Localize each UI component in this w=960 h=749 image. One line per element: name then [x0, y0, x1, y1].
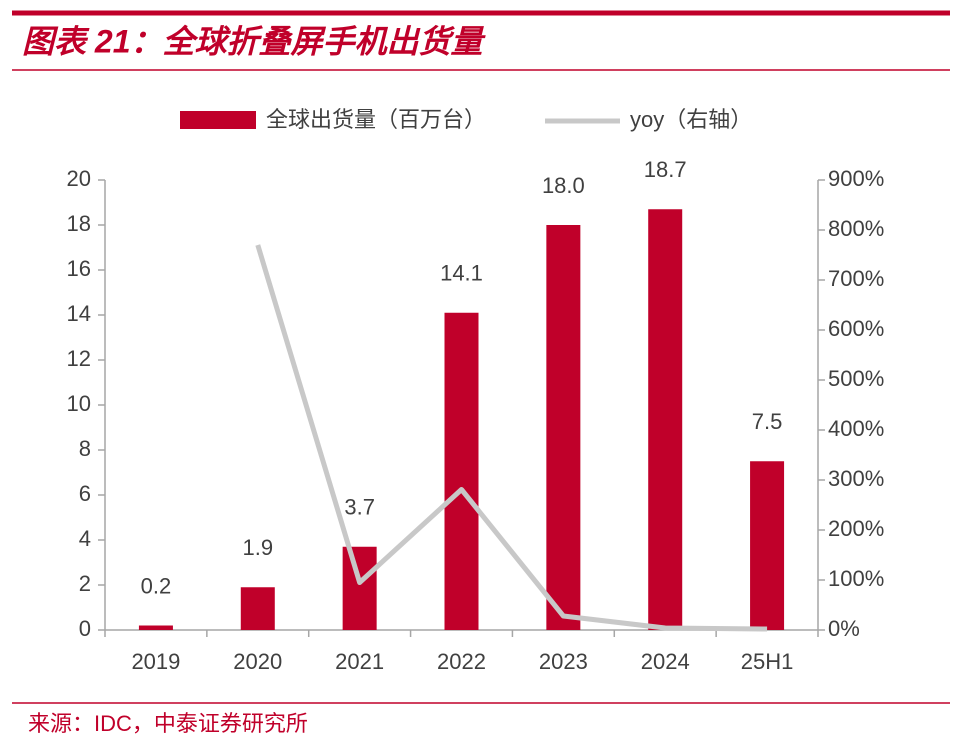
legend-label: 全球出货量（百万台）: [266, 107, 486, 132]
bar: [342, 546, 377, 630]
data-label: 18.7: [644, 157, 687, 182]
x-tick-label: 2022: [437, 649, 486, 674]
y2-tick-label: 700%: [828, 266, 884, 291]
bar: [240, 587, 275, 630]
y2-tick-label: 500%: [828, 366, 884, 391]
data-label: 18.0: [542, 173, 585, 198]
data-label: 3.7: [344, 495, 375, 520]
source: 来源：IDC，中泰证券研究所: [28, 711, 308, 736]
bar: [750, 461, 785, 630]
y-tick-label: 18: [67, 211, 91, 236]
y-tick-label: 16: [67, 256, 91, 281]
bar: [648, 209, 683, 630]
bar: [444, 312, 479, 630]
y-tick-label: 4: [79, 526, 91, 551]
y-tick-label: 14: [67, 301, 91, 326]
legend-swatch: [180, 111, 256, 129]
y2-tick-label: 400%: [828, 416, 884, 441]
bar: [138, 625, 173, 630]
data-label: 14.1: [440, 261, 483, 286]
bar: [546, 225, 581, 630]
data-label: 1.9: [242, 535, 273, 560]
x-tick-label: 2024: [641, 649, 690, 674]
x-tick-label: 2020: [233, 649, 282, 674]
y-tick-label: 2: [79, 571, 91, 596]
y2-tick-label: 600%: [828, 316, 884, 341]
chart-title: 图表 21：全球折叠屏手机出货量: [22, 23, 486, 59]
data-label: 0.2: [141, 573, 172, 598]
y-tick-label: 8: [79, 436, 91, 461]
x-tick-label: 2023: [539, 649, 588, 674]
y2-tick-label: 200%: [828, 516, 884, 541]
y2-tick-label: 300%: [828, 466, 884, 491]
y-tick-label: 6: [79, 481, 91, 506]
y-tick-label: 20: [67, 166, 91, 191]
legend-label: yoy（右轴）: [630, 107, 752, 132]
x-tick-label: 2019: [131, 649, 180, 674]
data-label: 7.5: [752, 409, 783, 434]
x-tick-label: 2021: [335, 649, 384, 674]
y-tick-label: 10: [67, 391, 91, 416]
line: [255, 244, 768, 632]
y2-tick-label: 900%: [828, 166, 884, 191]
y2-tick-label: 0%: [828, 616, 860, 641]
y-tick-label: 12: [67, 346, 91, 371]
x-tick-label: 25H1: [741, 649, 794, 674]
y2-tick-label: 800%: [828, 216, 884, 241]
y-tick-label: 0: [79, 616, 91, 641]
y2-tick-label: 100%: [828, 566, 884, 591]
